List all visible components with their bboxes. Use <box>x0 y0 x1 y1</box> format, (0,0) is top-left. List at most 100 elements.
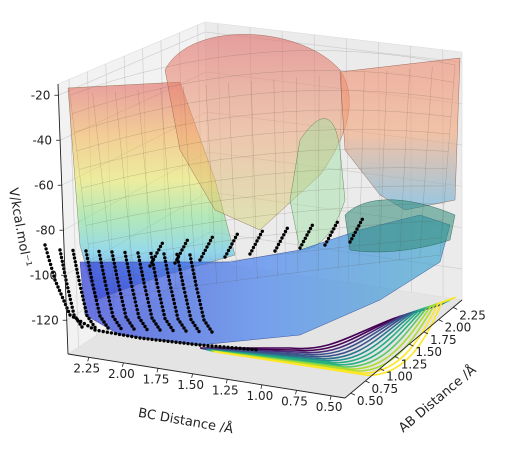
trajectory-point <box>184 295 187 298</box>
trajectory-point <box>145 328 148 331</box>
trajectory-point <box>100 317 103 320</box>
trajectory-point <box>110 331 113 334</box>
trajectory-point <box>184 329 187 332</box>
trajectory-point <box>284 230 287 233</box>
z-tick-label: -80 <box>36 223 56 237</box>
y-tick-label: 1.25 <box>401 357 428 371</box>
trajectory-point <box>190 342 193 345</box>
trajectory-point <box>200 255 203 258</box>
trajectory-point <box>205 245 208 248</box>
y-tick-label: 1.75 <box>430 333 457 347</box>
trajectory-point <box>101 269 104 272</box>
trajectory-point <box>74 260 77 263</box>
trajectory-point <box>173 261 176 264</box>
trajectory-point <box>119 292 122 295</box>
x-axis-label: BC Distance /Å <box>137 405 235 437</box>
x-tick-label: 1.50 <box>177 378 204 392</box>
trajectory-point <box>77 279 80 282</box>
trajectory-point <box>153 271 156 274</box>
trajectory-point <box>332 227 335 230</box>
trajectory-point <box>186 302 189 305</box>
trajectory-point <box>169 326 172 329</box>
trajectory-point <box>73 256 76 259</box>
trajectory-point <box>196 291 199 294</box>
trajectory-point <box>350 237 353 240</box>
trajectory-point <box>229 246 232 249</box>
trajectory-point <box>194 280 197 283</box>
trajectory-point <box>184 242 187 245</box>
trajectory-point <box>154 274 157 277</box>
y-tick-label: 2.25 <box>459 308 486 322</box>
trajectory-point <box>250 249 253 252</box>
trajectory-point <box>234 346 237 349</box>
trajectory-point <box>100 265 103 268</box>
trajectory-point <box>155 278 158 281</box>
trajectory-point <box>60 256 63 259</box>
trajectory-point <box>67 290 70 293</box>
trajectory-point <box>126 318 129 321</box>
trajectory-point <box>113 318 116 321</box>
trajectory-point <box>198 343 201 346</box>
trajectory-point <box>214 345 217 348</box>
trajectory-point <box>130 285 133 288</box>
trajectory-point <box>133 296 136 299</box>
trajectory-point <box>188 314 191 317</box>
x-tick-label: 1.25 <box>212 383 239 397</box>
trajectory-point <box>143 325 146 328</box>
trajectory-point <box>230 242 233 245</box>
trajectory-point <box>202 344 205 347</box>
trajectory-point <box>48 259 51 262</box>
trajectory-point <box>329 234 332 237</box>
trajectory-point <box>72 313 75 316</box>
trajectory-point <box>175 258 178 261</box>
trajectory-point <box>191 265 194 268</box>
trajectory-point <box>136 308 139 311</box>
trajectory-point <box>168 282 171 285</box>
trajectory-point <box>85 253 88 256</box>
trajectory-point <box>61 260 64 263</box>
trajectory-point <box>182 245 185 248</box>
trajectory-point <box>352 234 355 237</box>
trajectory-point <box>72 253 75 256</box>
trajectory-point <box>112 258 115 261</box>
trajectory-point <box>174 341 177 344</box>
trajectory-point <box>64 303 67 306</box>
trajectory-point <box>210 344 213 347</box>
trajectory-point <box>126 266 129 269</box>
trajectory-point <box>119 327 122 330</box>
trajectory-point <box>181 283 184 286</box>
trajectory-point <box>311 224 314 227</box>
trajectory-point <box>173 302 176 305</box>
trajectory-point <box>85 314 88 317</box>
trajectory-point <box>129 277 132 280</box>
trajectory-point <box>238 347 241 350</box>
trajectory-point <box>77 275 80 278</box>
trajectory-point <box>94 295 97 298</box>
trajectory-point <box>195 327 198 330</box>
trajectory-point <box>132 327 135 330</box>
y-tick-label: 1.50 <box>415 345 442 359</box>
trajectory-point <box>67 310 70 313</box>
trajectory-point <box>118 288 121 291</box>
trajectory-point <box>166 340 169 343</box>
trajectory-point <box>185 298 188 301</box>
trajectory-point <box>154 255 157 258</box>
trajectory-point <box>131 289 134 292</box>
trajectory-point <box>97 307 100 310</box>
trajectory-point <box>128 321 131 324</box>
trajectory-point <box>75 268 78 271</box>
trajectory-point <box>162 313 165 316</box>
trajectory-point <box>80 291 83 294</box>
trajectory-point <box>97 310 100 313</box>
trajectory-point <box>86 257 89 260</box>
trajectory-point <box>304 237 307 240</box>
trajectory-point <box>359 221 362 224</box>
trajectory-point <box>124 315 127 318</box>
trajectory-point <box>110 307 113 310</box>
trajectory-point <box>139 263 142 266</box>
trajectory-point <box>46 251 49 254</box>
trajectory-point <box>117 324 120 327</box>
trajectory-point <box>171 329 174 332</box>
trajectory-point <box>124 255 127 258</box>
